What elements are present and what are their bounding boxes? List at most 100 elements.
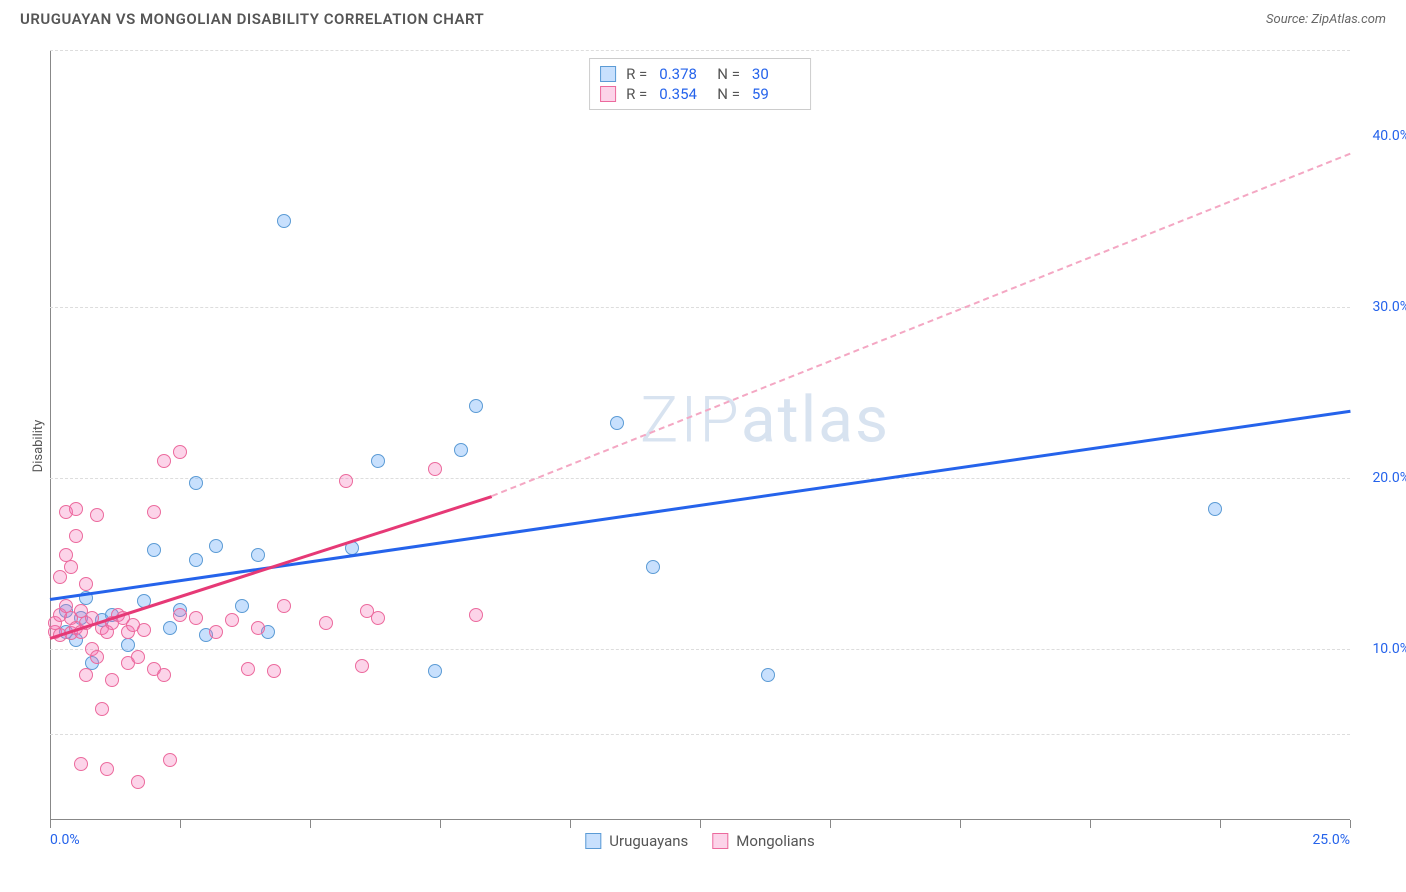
y-axis-line — [50, 50, 51, 820]
x-tick — [50, 820, 51, 828]
scatter-point — [319, 616, 333, 630]
legend-item: Uruguayans — [585, 832, 688, 850]
scatter-point — [131, 775, 145, 789]
chart-plot-area: ZIPatlas R =0.378N =30R =0.354N =59 10.0… — [50, 50, 1350, 820]
stat-n-value: 30 — [752, 65, 800, 83]
scatter-point — [277, 214, 291, 228]
scatter-point — [157, 454, 171, 468]
legend-swatch — [600, 66, 616, 82]
scatter-point — [1208, 502, 1222, 516]
scatter-point — [79, 668, 93, 682]
scatter-point — [163, 621, 177, 635]
scatter-point — [251, 548, 265, 562]
legend-label: Mongolians — [736, 832, 814, 850]
scatter-point — [64, 560, 78, 574]
scatter-point — [267, 664, 281, 678]
scatter-point — [209, 539, 223, 553]
legend-item: Mongolians — [712, 832, 814, 850]
scatter-point — [163, 753, 177, 767]
legend-swatch — [712, 833, 728, 849]
x-tick — [570, 820, 571, 828]
chart-header: URUGUAYAN VS MONGOLIAN DISABILITY CORREL… — [0, 0, 1406, 34]
gridline-horizontal — [50, 50, 1350, 51]
scatter-point — [100, 762, 114, 776]
x-tick-label: 0.0% — [50, 832, 80, 848]
legend-label: Uruguayans — [609, 832, 688, 850]
scatter-plot: ZIPatlas R =0.378N =30R =0.354N =59 10.0… — [50, 50, 1350, 820]
stat-r-value: 0.354 — [659, 85, 707, 103]
scatter-point — [428, 462, 442, 476]
x-tick — [180, 820, 181, 828]
stats-row: R =0.354N =59 — [600, 85, 800, 103]
scatter-point — [428, 664, 442, 678]
scatter-point — [69, 502, 83, 516]
y-tick-label: 20.0% — [1372, 470, 1406, 486]
scatter-point — [74, 757, 88, 771]
gridline-horizontal — [50, 307, 1350, 308]
scatter-point — [761, 668, 775, 682]
scatter-point — [90, 508, 104, 522]
scatter-point — [371, 454, 385, 468]
scatter-point — [454, 443, 468, 457]
scatter-point — [610, 416, 624, 430]
scatter-point — [469, 399, 483, 413]
scatter-point — [355, 659, 369, 673]
scatter-point — [189, 553, 203, 567]
scatter-point — [241, 662, 255, 676]
x-tick — [1090, 820, 1091, 828]
scatter-point — [147, 505, 161, 519]
scatter-point — [173, 445, 187, 459]
scatter-point — [371, 611, 385, 625]
x-tick — [960, 820, 961, 828]
scatter-point — [209, 625, 223, 639]
gridline-horizontal — [50, 649, 1350, 650]
scatter-point — [189, 476, 203, 490]
stat-r-value: 0.378 — [659, 65, 707, 83]
scatter-point — [53, 570, 67, 584]
x-tick — [440, 820, 441, 828]
scatter-point — [173, 608, 187, 622]
scatter-point — [157, 668, 171, 682]
scatter-point — [225, 613, 239, 627]
x-tick-label: 25.0% — [1312, 832, 1350, 848]
scatter-point — [646, 560, 660, 574]
scatter-point — [105, 673, 119, 687]
scatter-point — [131, 650, 145, 664]
x-tick — [310, 820, 311, 828]
correlation-stats-box: R =0.378N =30R =0.354N =59 — [589, 58, 811, 110]
regression-line — [50, 495, 493, 640]
scatter-point — [189, 611, 203, 625]
scatter-point — [339, 474, 353, 488]
y-tick-label: 40.0% — [1372, 128, 1406, 144]
legend-swatch — [585, 833, 601, 849]
gridline-horizontal — [50, 734, 1350, 735]
scatter-point — [469, 608, 483, 622]
stat-r-label: R = — [626, 65, 647, 83]
chart-source: Source: ZipAtlas.com — [1266, 12, 1386, 27]
scatter-point — [137, 623, 151, 637]
regression-line — [50, 409, 1350, 600]
scatter-point — [79, 577, 93, 591]
series-legend: Uruguayans Mongolians — [585, 832, 814, 850]
scatter-point — [235, 599, 249, 613]
x-tick — [830, 820, 831, 828]
x-tick — [1350, 820, 1351, 828]
stats-row: R = 0.378 N = 30 — [600, 65, 800, 83]
y-tick-label: 30.0% — [1372, 299, 1406, 315]
regression-line — [492, 153, 1351, 497]
y-tick-label: 10.0% — [1372, 641, 1406, 657]
stat-n-label: N = — [717, 65, 740, 83]
scatter-point — [95, 702, 109, 716]
scatter-point — [90, 650, 104, 664]
y-axis-label: Disability — [31, 420, 46, 473]
scatter-point — [147, 543, 161, 557]
x-tick — [1220, 820, 1221, 828]
stat-r-label: R = — [626, 85, 647, 103]
stat-n-label: N = — [717, 85, 740, 103]
scatter-point — [121, 638, 135, 652]
scatter-point — [277, 599, 291, 613]
chart-title: URUGUAYAN VS MONGOLIAN DISABILITY CORREL… — [20, 10, 484, 28]
scatter-point — [251, 621, 265, 635]
x-tick — [700, 820, 701, 828]
scatter-point — [69, 529, 83, 543]
